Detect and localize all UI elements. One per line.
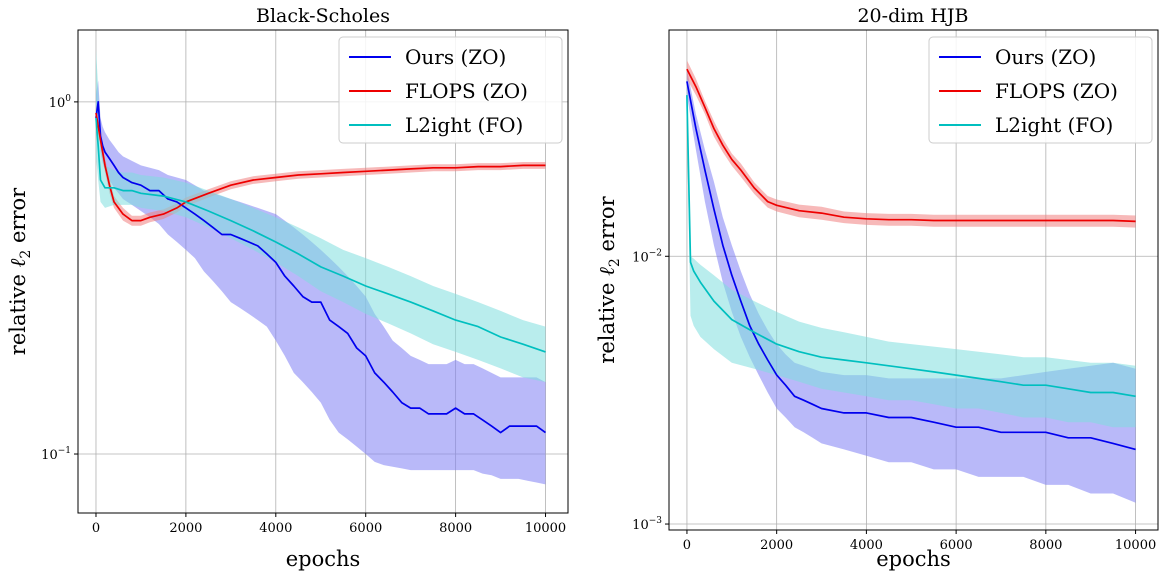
legend-label-3: L2ight (FO): [995, 113, 1113, 137]
y-tick-label: 100: [49, 94, 72, 111]
x-tick-label: 8000: [1029, 538, 1062, 553]
x-tick-label: 10000: [525, 521, 566, 536]
y-axis-label: relative ℓ2 error: [595, 195, 623, 363]
x-tick-label: 6000: [349, 521, 382, 536]
y-tick-label: 10−3: [632, 516, 662, 533]
legend-label-2: FLOPS (ZO): [405, 79, 528, 103]
x-tick-label: 0: [92, 521, 100, 536]
x-tick-label: 10000: [1115, 538, 1156, 553]
chart-panel-1: Black-Scholes 0 2000 4000 6000 8000 10000 100 10…: [6, 5, 568, 571]
legend-label-2: FLOPS (ZO): [995, 79, 1118, 103]
legend-label-3: L2ight (FO): [405, 113, 523, 137]
chart-title: 20-dim HJB: [857, 5, 968, 27]
legend-label-1: Ours (ZO): [405, 45, 506, 69]
y-tick-label: 10−2: [632, 248, 662, 265]
legend: Ours (ZO) FLOPS (ZO) L2ight (FO): [929, 37, 1152, 143]
x-tick-label: 2000: [760, 538, 793, 553]
x-axis-label: epochs: [876, 547, 951, 571]
x-tick-label: 0: [683, 538, 691, 553]
y-tick-label: 10−1: [41, 446, 71, 463]
legend-label-1: Ours (ZO): [995, 45, 1096, 69]
chart-title: Black-Scholes: [256, 5, 390, 27]
x-tick-label: 2000: [169, 521, 202, 536]
legend: Ours (ZO) FLOPS (ZO) L2ight (FO): [339, 37, 562, 143]
x-axis-label: epochs: [286, 547, 361, 571]
y-axis-label: relative ℓ2 error: [6, 187, 34, 355]
x-tick-label: 4000: [259, 521, 292, 536]
x-tick-label: 8000: [439, 521, 472, 536]
